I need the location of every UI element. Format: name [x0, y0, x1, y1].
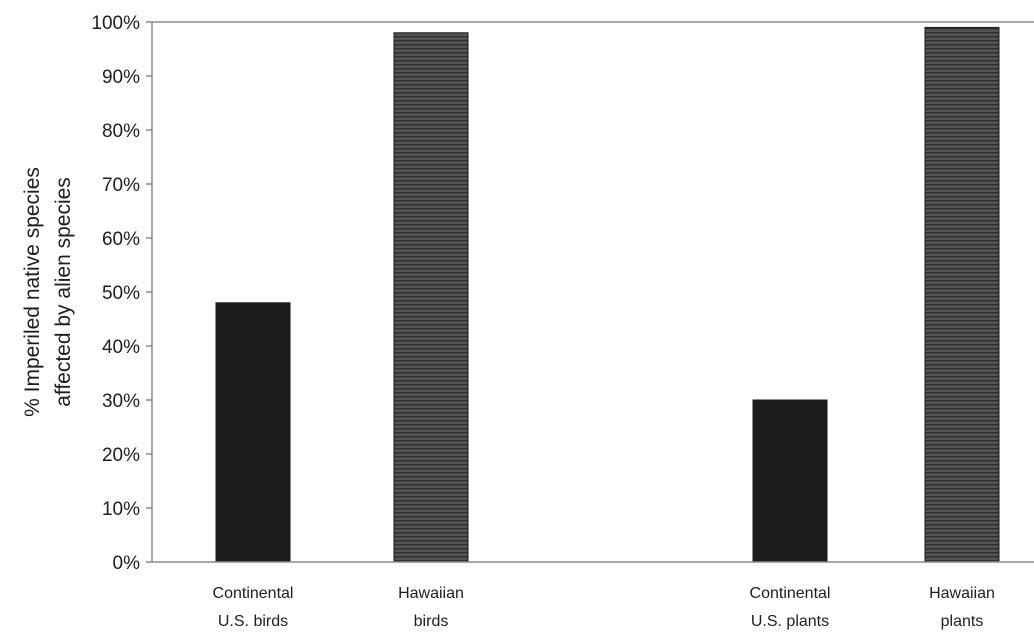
y-tick-label: 50% [102, 283, 140, 304]
y-tick-label: 40% [102, 337, 140, 358]
x-category-label: plants [941, 613, 984, 630]
bar [752, 399, 828, 563]
bars [215, 26, 1000, 563]
y-tick-label: 30% [102, 391, 140, 412]
x-category-label: Hawaiian [929, 585, 995, 602]
y-tick-label: 60% [102, 229, 140, 250]
y-tick-label: 70% [102, 175, 140, 196]
y-tick-label: 90% [102, 67, 140, 88]
y-tick-label: 10% [102, 499, 140, 520]
x-category-label: Hawaiian [398, 585, 464, 602]
y-axis-title-line-2: affected by alien species [52, 177, 75, 407]
y-axis-ticks: 0% 10% 20% 30% 40% 50% 60% 70% 80% 90% 100% [91, 13, 152, 574]
x-category-label: U.S. plants [751, 613, 829, 630]
x-category-label: Continental [750, 585, 831, 602]
bar [393, 32, 469, 563]
y-tick-label: 0% [113, 553, 141, 574]
category-labels: Continental U.S. birds Hawaiian birds Contin… [213, 585, 995, 630]
y-tick-label: 100% [91, 13, 140, 34]
y-tick-label: 20% [102, 445, 140, 466]
bar [215, 302, 291, 563]
x-category-label: U.S. birds [218, 613, 288, 630]
x-category-label: Continental [213, 585, 294, 602]
y-axis-title-line-1: % Imperiled native species [21, 167, 44, 417]
y-tick-label: 80% [102, 121, 140, 142]
bar [924, 26, 1000, 563]
y-axis-title: % Imperiled native species affected by a… [21, 167, 75, 417]
x-category-label: birds [414, 613, 449, 630]
